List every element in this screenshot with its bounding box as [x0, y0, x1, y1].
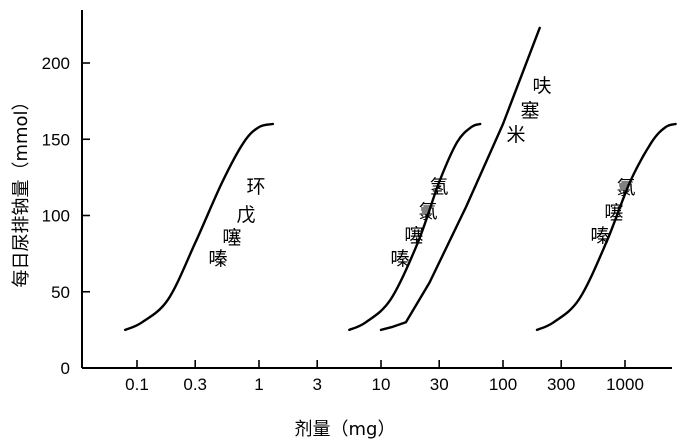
y-ticks: 0 50 100 150 200 — [42, 54, 90, 378]
series-cyclopenthiazide-label-char: 噻 — [222, 227, 241, 249]
x-ticks: 0.1 0.3 1 3 10 30 100 300 1000 — [125, 360, 644, 394]
series-cyclopenthiazide-label-char: 嗪 — [208, 248, 227, 270]
series-hydrochlorothiazide-label-char: 嗪 — [390, 248, 409, 270]
x-tick-label: 0.3 — [183, 375, 207, 394]
series-furosemide-label-char: 塞 — [520, 100, 539, 122]
series-hydrochlorothiazide-line — [348, 122, 482, 332]
y-tick-label: 200 — [42, 54, 70, 73]
series-cyclopenthiazide-label-char: 环 — [246, 176, 265, 198]
series-hydrochlorothiazide-label-char: 噻 — [404, 225, 423, 247]
series-furosemide-label-char: 呋 — [532, 75, 551, 97]
series-furosemide-line — [379, 26, 541, 332]
series-chlorothiazide-label-char: 氯 — [616, 177, 635, 199]
x-tick-label: 300 — [547, 375, 575, 394]
x-tick-label: 3 — [312, 375, 321, 394]
x-tick-label: 0.1 — [125, 375, 149, 394]
y-axis-title: 每日尿排钠量（mmol） — [11, 92, 32, 287]
x-tick-label: 1000 — [606, 375, 644, 394]
series-chlorothiazide-label-char: 噻 — [604, 202, 623, 224]
x-axis-title: 剂量（mg） — [295, 419, 396, 440]
series-chlorothiazide-label-char: 嗪 — [590, 225, 609, 247]
series-furosemide-label-char: 米 — [506, 124, 525, 146]
y-tick-label: 50 — [51, 283, 70, 302]
x-tick-label: 100 — [489, 375, 517, 394]
x-tick-label: 10 — [372, 375, 391, 394]
series-cyclopenthiazide-line — [124, 122, 275, 332]
series-layer — [124, 26, 677, 332]
x-tick-label: 1 — [254, 375, 263, 394]
x-tick-label: 30 — [430, 375, 449, 394]
series-hydrochlorothiazide-label-char: 氯 — [418, 201, 437, 223]
y-tick-label: 150 — [42, 130, 70, 149]
series-hydrochlorothiazide-label-char: 氢 — [429, 176, 448, 198]
y-tick-label: 0 — [61, 359, 70, 378]
series-cyclopenthiazide-label-char: 戊 — [236, 204, 255, 226]
series-chlorothiazide-line — [535, 122, 677, 332]
y-tick-label: 100 — [42, 207, 70, 226]
